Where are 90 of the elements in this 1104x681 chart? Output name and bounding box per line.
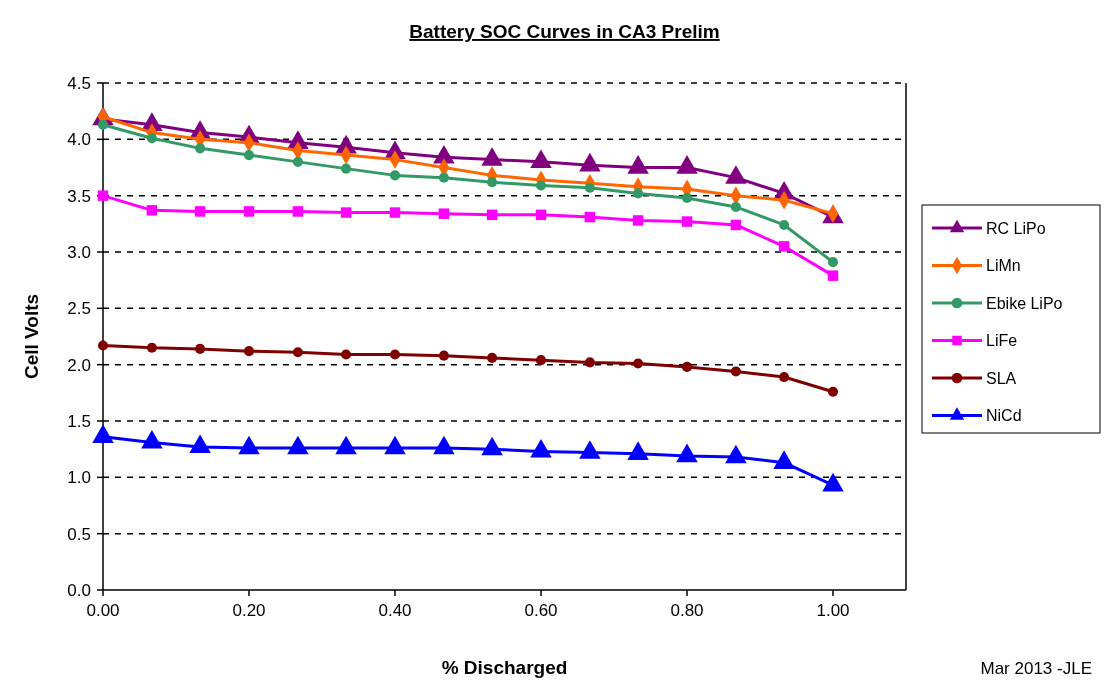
point	[584, 182, 595, 193]
point	[389, 170, 401, 181]
point	[632, 215, 644, 226]
point	[146, 133, 157, 144]
x-tick-label: 0.80	[670, 601, 704, 620]
point	[822, 472, 844, 492]
point	[487, 352, 498, 363]
point	[584, 211, 596, 223]
point	[292, 156, 303, 167]
x-tick-label: 0.60	[524, 601, 558, 620]
point	[146, 205, 158, 216]
point	[438, 172, 449, 183]
point	[681, 192, 693, 203]
point	[730, 366, 741, 377]
point	[584, 357, 595, 368]
point	[433, 435, 455, 455]
point	[97, 340, 109, 351]
point	[778, 241, 790, 252]
point	[486, 209, 498, 221]
point	[633, 358, 644, 369]
point	[827, 257, 839, 268]
point	[438, 208, 450, 219]
y-tick-label: 0.0	[67, 580, 91, 600]
point	[389, 207, 401, 218]
point	[243, 150, 255, 161]
y-tick-label: 4.5	[67, 73, 91, 93]
point	[579, 440, 601, 459]
x-tick-label: 0.00	[86, 601, 120, 620]
point	[292, 347, 303, 358]
point	[389, 349, 401, 360]
point	[535, 355, 547, 366]
point	[681, 216, 693, 227]
legend-label: SLA	[986, 369, 1017, 387]
point	[627, 441, 649, 460]
point	[146, 342, 157, 353]
y-tick-label: 0.5	[67, 524, 91, 544]
point	[92, 424, 114, 443]
point	[730, 219, 742, 231]
point	[535, 209, 547, 221]
point	[730, 201, 741, 212]
point	[195, 343, 206, 354]
y-tick-label: 4.0	[67, 130, 91, 150]
legend-label: Ebike LiPo	[986, 294, 1063, 312]
point	[238, 435, 260, 455]
point	[341, 349, 352, 360]
x-tick-label: 1.00	[816, 601, 850, 620]
y-tick-label: 3.5	[67, 186, 91, 206]
point	[681, 361, 693, 372]
point	[189, 434, 211, 454]
point	[340, 207, 352, 218]
point	[292, 206, 304, 217]
y-tick-label: 1.5	[67, 411, 91, 431]
legend-label: NiCd	[986, 407, 1022, 425]
point	[341, 163, 352, 174]
point	[725, 444, 747, 464]
point	[827, 386, 839, 397]
x-axis-title: % Discharged	[441, 657, 568, 678]
point	[243, 346, 255, 357]
point	[335, 435, 357, 455]
chart-title: Battery SOC Curves in CA3 Prelim	[409, 21, 720, 42]
point	[243, 206, 255, 217]
point	[773, 450, 795, 469]
point	[535, 180, 547, 191]
point	[481, 436, 503, 456]
x-tick-label: 0.40	[378, 601, 412, 620]
point	[487, 177, 498, 188]
point	[97, 190, 109, 201]
point	[530, 439, 552, 458]
point	[97, 119, 109, 130]
legend-label: LiMn	[986, 257, 1021, 275]
y-tick-label: 2.0	[67, 355, 91, 375]
y-tick-label: 2.5	[67, 299, 91, 319]
y-tick-label: 3.0	[67, 242, 91, 262]
legend-label: LiFe	[986, 332, 1018, 350]
point	[384, 435, 406, 455]
legend-label: RC LiPo	[986, 219, 1046, 237]
point	[195, 143, 206, 154]
point	[287, 435, 309, 455]
y-axis-title: Cell Volts	[21, 293, 42, 380]
text: Mar 2013 -JLE	[980, 659, 1092, 678]
x-tick-label: 0.20	[232, 601, 266, 620]
point	[141, 430, 163, 449]
point	[827, 270, 839, 281]
point	[779, 372, 790, 383]
point	[779, 219, 790, 230]
y-tick-label: 1.0	[67, 468, 91, 488]
point	[438, 350, 449, 361]
point	[676, 443, 698, 463]
point	[633, 188, 644, 199]
point	[194, 206, 206, 217]
